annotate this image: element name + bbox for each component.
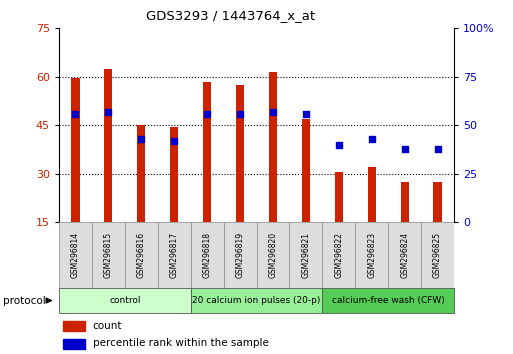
Text: GSM296815: GSM296815 [104,232,113,278]
Point [71,111,80,116]
Point [137,136,145,142]
FancyBboxPatch shape [256,222,289,288]
FancyBboxPatch shape [421,222,454,288]
FancyBboxPatch shape [125,222,158,288]
Text: GSM296822: GSM296822 [334,232,343,278]
Text: GDS3293 / 1443764_x_at: GDS3293 / 1443764_x_at [146,9,315,22]
Text: GSM296823: GSM296823 [367,232,376,278]
Bar [236,85,244,222]
Text: GSM296824: GSM296824 [400,232,409,278]
Bar [401,182,409,222]
Text: GSM296819: GSM296819 [235,232,245,278]
Bar [203,82,211,222]
Text: GSM296816: GSM296816 [137,232,146,278]
Text: GSM296821: GSM296821 [301,232,310,278]
Point [433,146,442,152]
Text: percentile rank within the sample: percentile rank within the sample [92,338,268,348]
FancyBboxPatch shape [191,222,224,288]
FancyBboxPatch shape [289,222,322,288]
Bar [71,79,80,222]
FancyBboxPatch shape [388,222,421,288]
Text: protocol: protocol [3,296,45,306]
Bar [368,167,376,222]
Point [236,111,244,116]
Bar [63,339,85,349]
Text: GSM296817: GSM296817 [170,232,179,278]
FancyBboxPatch shape [59,288,191,313]
Point [302,111,310,116]
Text: calcium-free wash (CFW): calcium-free wash (CFW) [332,296,445,305]
FancyBboxPatch shape [224,222,256,288]
Text: GSM296814: GSM296814 [71,232,80,278]
Bar [433,182,442,222]
FancyBboxPatch shape [322,222,355,288]
FancyBboxPatch shape [158,222,191,288]
Point [334,142,343,148]
Bar [302,119,310,222]
Bar [137,125,145,222]
Bar [334,172,343,222]
Text: count: count [92,320,122,331]
Text: GSM296820: GSM296820 [268,232,278,278]
Text: 20 calcium ion pulses (20-p): 20 calcium ion pulses (20-p) [192,296,321,305]
FancyBboxPatch shape [191,288,322,313]
Point [170,138,179,144]
FancyBboxPatch shape [59,222,92,288]
Point [104,109,112,115]
FancyBboxPatch shape [355,222,388,288]
Text: control: control [109,296,141,305]
Point [368,136,376,142]
Point [401,146,409,152]
Bar [63,321,85,331]
Text: GSM296818: GSM296818 [203,232,212,278]
FancyBboxPatch shape [322,288,454,313]
Bar [269,72,277,222]
Point [203,111,211,116]
Bar [170,127,179,222]
Bar [104,69,112,222]
Point [269,109,277,115]
FancyBboxPatch shape [92,222,125,288]
Text: GSM296825: GSM296825 [433,232,442,278]
